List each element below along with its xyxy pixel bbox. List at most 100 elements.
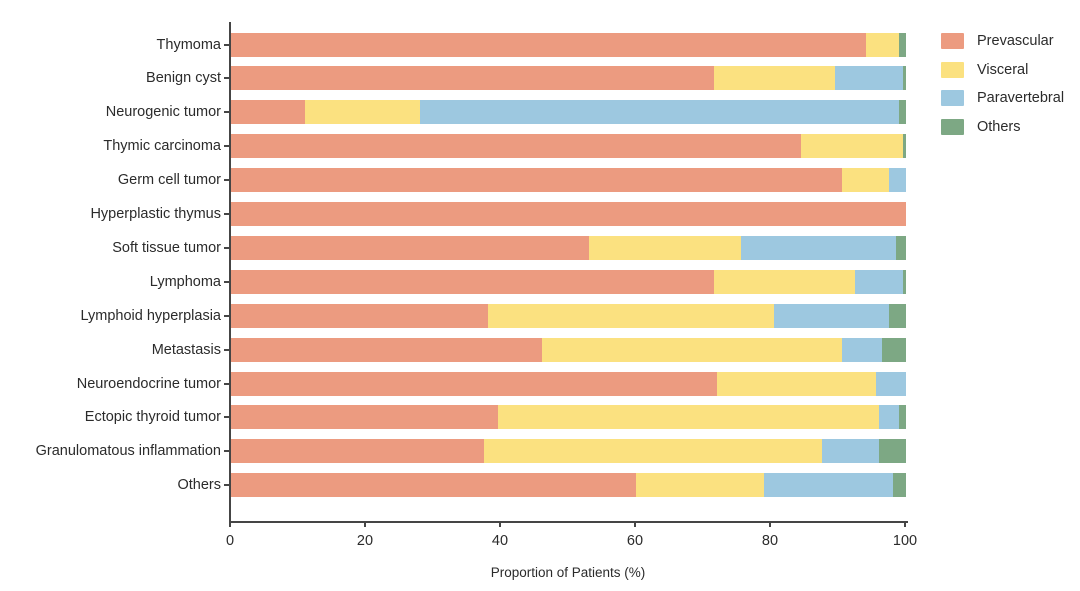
y-tick <box>224 145 229 148</box>
bar-segment-visceral <box>636 473 765 498</box>
bar-segment-paravertebral <box>835 66 903 91</box>
x-tick-label: 80 <box>761 533 779 549</box>
y-axis-line <box>228 22 231 522</box>
bar-row <box>231 473 906 498</box>
bar-segment-visceral <box>487 303 775 328</box>
bar-segment-others <box>902 269 906 294</box>
bar-segment-paravertebral <box>774 303 890 328</box>
y-axis-label: Neurogenic tumor <box>105 104 221 121</box>
legend-label: Paravertebral <box>977 90 1065 106</box>
bar-segment-paravertebral <box>875 371 906 396</box>
x-tick-label: 60 <box>626 533 644 549</box>
bar-segment-others <box>895 235 906 260</box>
y-tick <box>224 213 229 215</box>
y-axis-label: Hyperplastic thymus <box>90 206 221 222</box>
x-tick <box>229 521 231 527</box>
y-axis-label: Granulomatous inflammation <box>35 443 221 460</box>
bar-segment-others <box>902 134 906 159</box>
y-axis-label: Thymoma <box>156 36 221 53</box>
bar-segment-prevascular <box>231 202 906 226</box>
x-tick <box>634 521 636 527</box>
bar-segment-visceral <box>865 32 900 57</box>
y-tick <box>224 179 229 182</box>
bar-segment-others <box>899 405 906 430</box>
x-tick <box>769 521 771 527</box>
bar-row <box>231 303 906 328</box>
bar-segment-prevascular <box>231 134 802 159</box>
y-axis-label: Thymic carcinoma <box>103 138 221 155</box>
bar-segment-visceral <box>713 269 856 294</box>
bar-segment-paravertebral <box>740 235 896 260</box>
y-tick <box>224 77 229 80</box>
bar-segment-prevascular <box>231 337 542 362</box>
bar-segment-prevascular <box>231 269 714 294</box>
bar-segment-paravertebral <box>855 269 903 294</box>
bar-segment-prevascular <box>231 235 589 260</box>
bar-segment-visceral <box>541 337 842 362</box>
legend-label: Others <box>977 118 1021 135</box>
y-axis-label: Others <box>177 477 221 494</box>
bar-segment-others <box>879 439 906 464</box>
legend-item-paravertebral: Paravertebral <box>941 90 1064 106</box>
x-tick <box>904 521 906 527</box>
bar-segment-visceral <box>588 235 741 260</box>
bar-segment-paravertebral <box>821 439 879 464</box>
y-tick <box>224 416 229 419</box>
legend-swatch <box>941 33 964 49</box>
bar-row <box>231 337 906 362</box>
bar-segment-prevascular <box>231 66 714 91</box>
bar-segment-visceral <box>305 100 420 125</box>
bar-segment-others <box>882 337 906 362</box>
bar-segment-visceral <box>484 439 822 464</box>
bar-row <box>231 32 906 57</box>
bar-segment-others <box>902 66 906 91</box>
bar-segment-visceral <box>713 66 836 91</box>
legend-label: Prevascular <box>977 33 1054 49</box>
y-axis-label: Ectopic thyroid tumor <box>84 409 221 426</box>
bar-segment-prevascular <box>231 168 842 193</box>
legend-item-visceral: Visceral <box>941 61 1064 78</box>
bar-segment-visceral <box>497 405 879 430</box>
bar-segment-paravertebral <box>841 337 883 362</box>
bar-row <box>231 202 906 226</box>
bar-segment-others <box>899 100 906 125</box>
legend-label: Visceral <box>977 61 1029 78</box>
y-axis-label: Germ cell tumor <box>117 172 221 189</box>
x-axis-title: Proportion of Patients (%) <box>490 565 646 580</box>
y-axis-label: Soft tissue tumor <box>112 239 221 256</box>
y-tick <box>224 348 229 351</box>
bar-segment-paravertebral <box>764 473 893 498</box>
y-tick <box>224 246 229 249</box>
x-axis-line <box>228 520 908 523</box>
bar-row <box>231 235 906 260</box>
legend: Prevascular Visceral Paravertebral Others <box>941 33 1064 147</box>
y-tick <box>224 450 229 453</box>
legend-item-others: Others <box>941 118 1064 135</box>
bar-segment-prevascular <box>231 439 485 464</box>
bar-segment-prevascular <box>231 32 866 57</box>
legend-swatch <box>941 61 964 78</box>
bar-segment-visceral <box>801 134 903 159</box>
x-tick-label: 0 <box>225 533 235 549</box>
bar-row <box>231 371 906 396</box>
bar-segment-visceral <box>841 168 890 193</box>
y-tick <box>224 43 229 46</box>
bar-segment-prevascular <box>231 405 498 430</box>
bar-row <box>231 269 906 294</box>
bar-row <box>231 134 906 159</box>
y-tick <box>224 484 229 487</box>
y-axis-label: Benign cyst <box>146 70 221 87</box>
bar-segment-prevascular <box>231 473 636 498</box>
bar-segment-others <box>892 473 906 498</box>
y-axis-label: Lymphoma <box>149 273 221 290</box>
legend-swatch <box>941 118 964 135</box>
x-tick-label: 40 <box>491 533 509 549</box>
bar-segment-prevascular <box>231 303 488 328</box>
x-tick <box>364 521 366 527</box>
bar-row <box>231 439 906 464</box>
legend-swatch <box>941 90 964 106</box>
x-tick <box>499 521 501 527</box>
y-axis-label: Lymphoid hyperplasia <box>80 307 221 324</box>
bar-row <box>231 405 906 430</box>
